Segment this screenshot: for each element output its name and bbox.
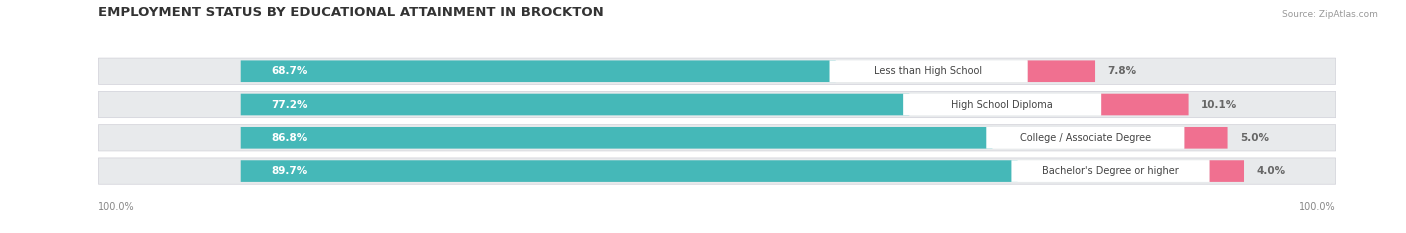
FancyBboxPatch shape	[98, 158, 1336, 184]
Text: Bachelor's Degree or higher: Bachelor's Degree or higher	[1042, 166, 1178, 176]
FancyBboxPatch shape	[1184, 127, 1227, 149]
Text: 5.0%: 5.0%	[1240, 133, 1270, 143]
FancyBboxPatch shape	[1011, 160, 1209, 182]
FancyBboxPatch shape	[903, 94, 1101, 115]
FancyBboxPatch shape	[1101, 94, 1188, 115]
FancyBboxPatch shape	[240, 94, 910, 115]
Text: 4.0%: 4.0%	[1257, 166, 1285, 176]
Text: 86.8%: 86.8%	[271, 133, 308, 143]
Text: 68.7%: 68.7%	[271, 66, 308, 76]
FancyBboxPatch shape	[1209, 160, 1244, 182]
FancyBboxPatch shape	[986, 127, 1184, 149]
FancyBboxPatch shape	[98, 58, 1336, 84]
FancyBboxPatch shape	[98, 91, 1336, 118]
Text: Less than High School: Less than High School	[875, 66, 983, 76]
FancyBboxPatch shape	[1028, 60, 1095, 82]
FancyBboxPatch shape	[98, 125, 1336, 151]
FancyBboxPatch shape	[240, 60, 835, 82]
Text: 10.1%: 10.1%	[1201, 99, 1237, 110]
FancyBboxPatch shape	[240, 127, 993, 149]
Text: College / Associate Degree: College / Associate Degree	[1019, 133, 1152, 143]
FancyBboxPatch shape	[240, 160, 1018, 182]
Text: 89.7%: 89.7%	[271, 166, 308, 176]
Text: 100.0%: 100.0%	[98, 202, 135, 212]
Text: 100.0%: 100.0%	[1299, 202, 1336, 212]
FancyBboxPatch shape	[830, 60, 1028, 82]
Text: High School Diploma: High School Diploma	[952, 99, 1053, 110]
Text: EMPLOYMENT STATUS BY EDUCATIONAL ATTAINMENT IN BROCKTON: EMPLOYMENT STATUS BY EDUCATIONAL ATTAINM…	[98, 6, 605, 19]
Text: 7.8%: 7.8%	[1108, 66, 1136, 76]
Text: Source: ZipAtlas.com: Source: ZipAtlas.com	[1282, 10, 1378, 19]
Text: 77.2%: 77.2%	[271, 99, 308, 110]
